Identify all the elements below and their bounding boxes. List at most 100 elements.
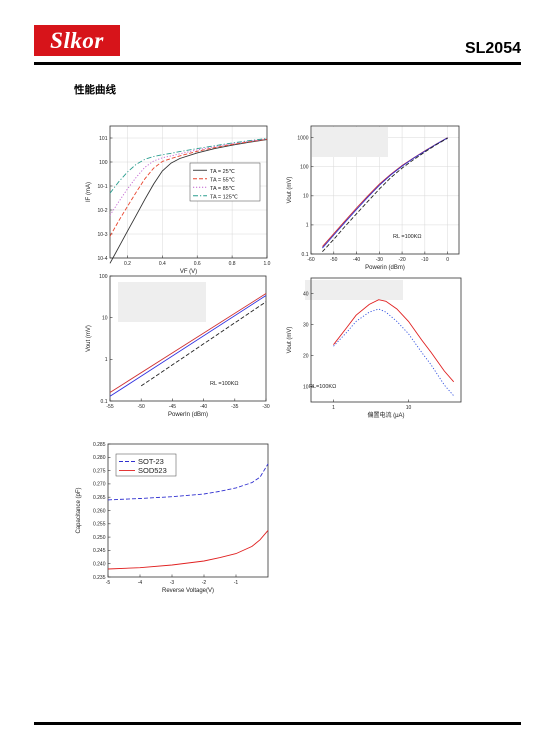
y-tick-label: 1 xyxy=(105,357,108,363)
series-line-2 xyxy=(322,137,448,253)
plot-frame xyxy=(310,277,462,403)
x-tick-label: 0.6 xyxy=(194,261,201,267)
y-tick-label: 10-2 xyxy=(97,208,107,214)
y-tick-label: 0.285 xyxy=(93,442,106,448)
x-tick-label: 0.2 xyxy=(124,261,131,267)
series-line-1 xyxy=(333,308,455,397)
x-axis-label: VF (V) xyxy=(180,269,197,275)
y-tick-label: 0.255 xyxy=(93,522,106,528)
chart-annotation: RL=100KΩ xyxy=(309,384,336,390)
y-axis-label: IF (mA) xyxy=(86,182,92,202)
y-tick-label: 10-3 xyxy=(97,232,107,238)
y-axis-label: Vout (mV) xyxy=(86,325,92,352)
x-tick-label: -1 xyxy=(234,580,239,586)
chart-vout-vs-powerin-wide: -60 -50 -40 -30 -20 -10 0 0.1 1 10 100 1000 Powerin … xyxy=(287,125,460,271)
y-tick-label: 10 xyxy=(303,384,309,390)
plot-frame xyxy=(109,275,267,402)
brand-logo: Slkor xyxy=(34,25,120,56)
legend-label: TA = 125℃ xyxy=(210,194,239,200)
y-tick-label: 0.245 xyxy=(93,548,106,554)
chart-annotation: RL =100KΩ xyxy=(393,234,422,240)
legend-label: SOD523 xyxy=(138,466,167,475)
part-number: SL2054 xyxy=(464,40,521,57)
series-line-1 xyxy=(109,295,267,397)
chart-forward-current: 0.2 0.4 0.6 0.8 1.0 10-4 10-3 10-2 10-1 100 101 VF … xyxy=(86,125,271,275)
x-tick-label: -2 xyxy=(202,580,207,586)
legend-label: TA = 85℃ xyxy=(210,186,236,192)
y-tick-label: 0.270 xyxy=(93,482,106,488)
x-tick-label: -10 xyxy=(421,257,428,263)
y-axis-label: Vout (mV) xyxy=(287,177,293,204)
x-axis-label: PowerIn (dBm) xyxy=(168,412,208,418)
y-axis-label: Capacitance (pF) xyxy=(76,487,82,533)
header-divider xyxy=(34,62,521,65)
y-tick-label: 1000 xyxy=(297,135,308,141)
y-tick-label: 1 xyxy=(306,223,309,229)
chart-vout-vs-bias-current: 1 10 10 20 30 40 偏置电流 (μA) Vout (mV) RL=100KΩ xyxy=(287,277,462,419)
plot-frame xyxy=(310,125,460,255)
legend-label: TA = 55℃ xyxy=(210,177,236,183)
series-line-2 xyxy=(109,138,268,216)
x-tick-label: 1.0 xyxy=(264,261,271,267)
series-line-1 xyxy=(107,530,269,570)
y-tick-label: 0.235 xyxy=(93,575,106,581)
x-tick-label: -5 xyxy=(106,580,111,586)
legend-box xyxy=(189,162,261,202)
x-tick-label: -60 xyxy=(307,257,314,263)
y-tick-label: 0.265 xyxy=(93,495,106,501)
redacted-box xyxy=(312,127,388,157)
footer-divider xyxy=(34,722,521,725)
x-tick-label: -45 xyxy=(169,404,176,410)
y-tick-label: 10 xyxy=(102,315,108,321)
series-line-0 xyxy=(109,293,267,393)
x-tick-label: -55 xyxy=(106,404,113,410)
x-tick-label: -3 xyxy=(170,580,175,586)
chart-annotation: RL =100KΩ xyxy=(210,381,239,387)
y-tick-label: 0.275 xyxy=(93,468,106,474)
y-tick-label: 0.260 xyxy=(93,508,106,514)
y-tick-label: 20 xyxy=(303,353,309,359)
legend-label: SOT-23 xyxy=(138,457,164,466)
chart-capacitance-vs-reverse-voltage: -5 -4 -3 -2 -1 0.235 0.240 0.245 0.250 0.255 0.260… xyxy=(76,442,269,594)
series-line-3 xyxy=(109,138,268,194)
y-tick-label: 0.1 xyxy=(101,399,108,405)
x-tick-label: 1 xyxy=(332,405,335,411)
section-title: 性能曲线 xyxy=(74,84,116,96)
x-tick-label: -35 xyxy=(231,404,238,410)
x-tick-label: -20 xyxy=(398,257,405,263)
plot-frame xyxy=(109,125,268,259)
x-tick-label: -50 xyxy=(330,257,337,263)
series-line-0 xyxy=(109,139,268,264)
x-tick-label: -4 xyxy=(138,580,143,586)
x-axis-label: 偏置电流 (μA) xyxy=(367,411,404,419)
y-tick-label: 10 xyxy=(303,194,309,200)
redacted-box xyxy=(118,282,206,322)
y-tick-label: 30 xyxy=(303,322,309,328)
legend-label: TA = 25℃ xyxy=(210,169,236,175)
x-tick-label: -30 xyxy=(262,404,269,410)
y-tick-label: 0.250 xyxy=(93,535,106,541)
x-tick-label: 0.8 xyxy=(229,261,236,267)
y-tick-label: 0.280 xyxy=(93,455,106,461)
series-line-1 xyxy=(109,138,268,237)
x-tick-label: 10 xyxy=(406,405,412,411)
x-tick-label: -50 xyxy=(138,404,145,410)
y-tick-label: 0.1 xyxy=(302,252,309,258)
series-line-0 xyxy=(107,463,269,501)
y-tick-label: 101 xyxy=(99,136,108,142)
x-axis-label: Powerin (dBm) xyxy=(365,265,405,271)
y-tick-label: 100 xyxy=(99,274,108,280)
y-tick-label: 100 xyxy=(300,165,309,171)
series-line-2 xyxy=(140,301,267,387)
y-tick-label: 10-1 xyxy=(97,184,107,190)
series-line-1 xyxy=(322,137,448,249)
x-tick-label: 0.4 xyxy=(159,261,166,267)
x-tick-label: -40 xyxy=(353,257,360,263)
y-tick-label: 100 xyxy=(99,160,108,166)
chart-vout-vs-powerin-narrow: -55 -50 -45 -40 -35 -30 0.1 1 10 100 PowerIn (dBm)… xyxy=(86,274,270,418)
y-tick-label: 40 xyxy=(303,291,309,297)
redacted-box xyxy=(305,280,403,300)
y-tick-label: 0.240 xyxy=(93,562,106,568)
x-axis-label: Reverse Voltage(V) xyxy=(162,588,214,594)
x-tick-label: 0 xyxy=(446,257,449,263)
